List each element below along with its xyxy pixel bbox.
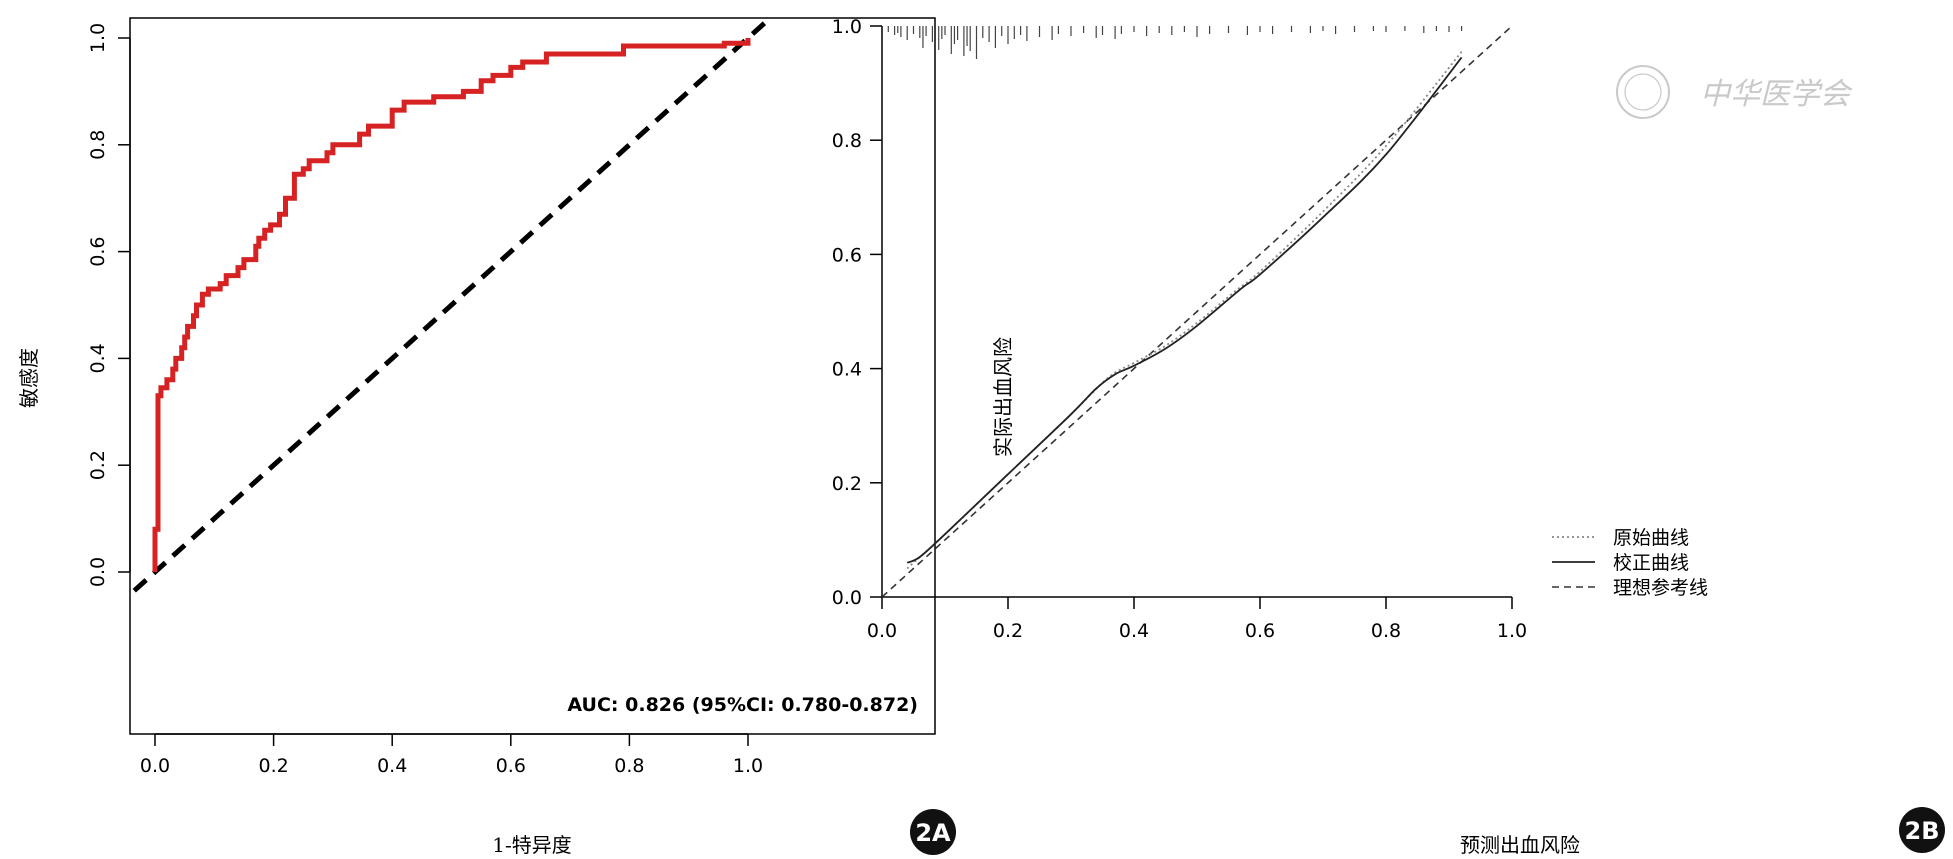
corrected-curve [906, 56, 1463, 564]
publisher-watermark: 中华医学会 [1616, 65, 1853, 119]
roc-curve [152, 38, 751, 572]
calibration-rug [887, 26, 1463, 59]
calibration-y-tick-label: 0.6 [832, 244, 862, 266]
roc-y-tick-label: 0.8 [87, 130, 109, 160]
roc-reference-line [132, 17, 771, 593]
auc-annotation: AUC: 0.826 (95%CI: 0.780-0.872) [567, 694, 918, 716]
panel-label-2b: 2B [1899, 807, 1945, 853]
roc-x-tick-label: 0.8 [614, 755, 644, 777]
original-curve [906, 51, 1463, 570]
panel-label-2a-text: 2A [915, 819, 951, 847]
roc-y-tick-label: 0.6 [87, 236, 109, 266]
calibration-y-tick-label: 0.2 [832, 473, 862, 495]
calibration-x-tick-label: 0.2 [993, 620, 1023, 642]
calibration-axes: 0.0 0.2 0.4 0.6 0.8 1.0 0.0 0.2 0.4 0.6 0.8 1.0 [832, 16, 1527, 642]
panel-label-2a: 2A [910, 809, 956, 855]
roc-panel: 0.0 0.2 0.4 0.6 0.8 1.0 0.0 0.2 0.4 0.6 0.8 1.0 AU… [17, 17, 956, 857]
calibration-x-tick-label: 0.8 [1371, 620, 1401, 642]
calibration-y-tick-label: 0.8 [832, 130, 862, 152]
roc-x-tick-label: 0.6 [496, 755, 526, 777]
watermark-text: 中华医学会 [1700, 77, 1853, 112]
roc-x-tick-label: 0.4 [377, 755, 407, 777]
calibration-y-tick-label: 0.0 [832, 587, 862, 609]
calibration-x-tick-label: 0.6 [1245, 620, 1275, 642]
calibration-panel: 0.0 0.2 0.4 0.6 0.8 1.0 0.0 0.2 0.4 0.6 0.8 1.0 原始曲… [832, 16, 1945, 857]
calibration-x-label: 预测出血风险 [1460, 833, 1580, 857]
roc-plot-frame [129, 17, 936, 735]
calibration-x-tick-label: 1.0 [1497, 620, 1527, 642]
calibration-legend: 原始曲线 校正曲线 理想参考线 [1552, 527, 1708, 599]
roc-y-tick-label: 0.2 [87, 450, 109, 480]
roc-x-tick-label: 0.0 [140, 755, 170, 777]
legend-label-original: 原始曲线 [1613, 527, 1689, 549]
calibration-x-tick-label: 0.4 [1119, 620, 1149, 642]
calibration-x-tick-label: 0.0 [867, 620, 897, 642]
legend-label-corrected: 校正曲线 [1613, 552, 1689, 574]
roc-y-tick-label: 0.0 [87, 557, 109, 587]
panel-label-2b-text: 2B [1905, 817, 1940, 845]
roc-y-tick-label: 1.0 [87, 23, 109, 53]
calibration-y-label: 实际出血风险 [991, 337, 1015, 457]
roc-x-tick-label: 1.0 [733, 755, 763, 777]
ideal-reference-line [881, 25, 1513, 598]
legend-label-ideal: 理想参考线 [1613, 577, 1708, 599]
roc-x-axis: 0.0 0.2 0.4 0.6 0.8 1.0 [140, 733, 763, 777]
roc-y-label: 敏感度 [17, 348, 41, 408]
calibration-y-tick-label: 0.4 [832, 359, 862, 381]
roc-x-tick-label: 0.2 [258, 755, 288, 777]
calibration-y-tick-label: 1.0 [832, 16, 862, 38]
roc-y-axis: 0.0 0.2 0.4 0.6 0.8 1.0 [87, 23, 131, 587]
roc-x-label: 1-特异度 [492, 833, 571, 857]
roc-y-tick-label: 0.4 [87, 343, 109, 373]
